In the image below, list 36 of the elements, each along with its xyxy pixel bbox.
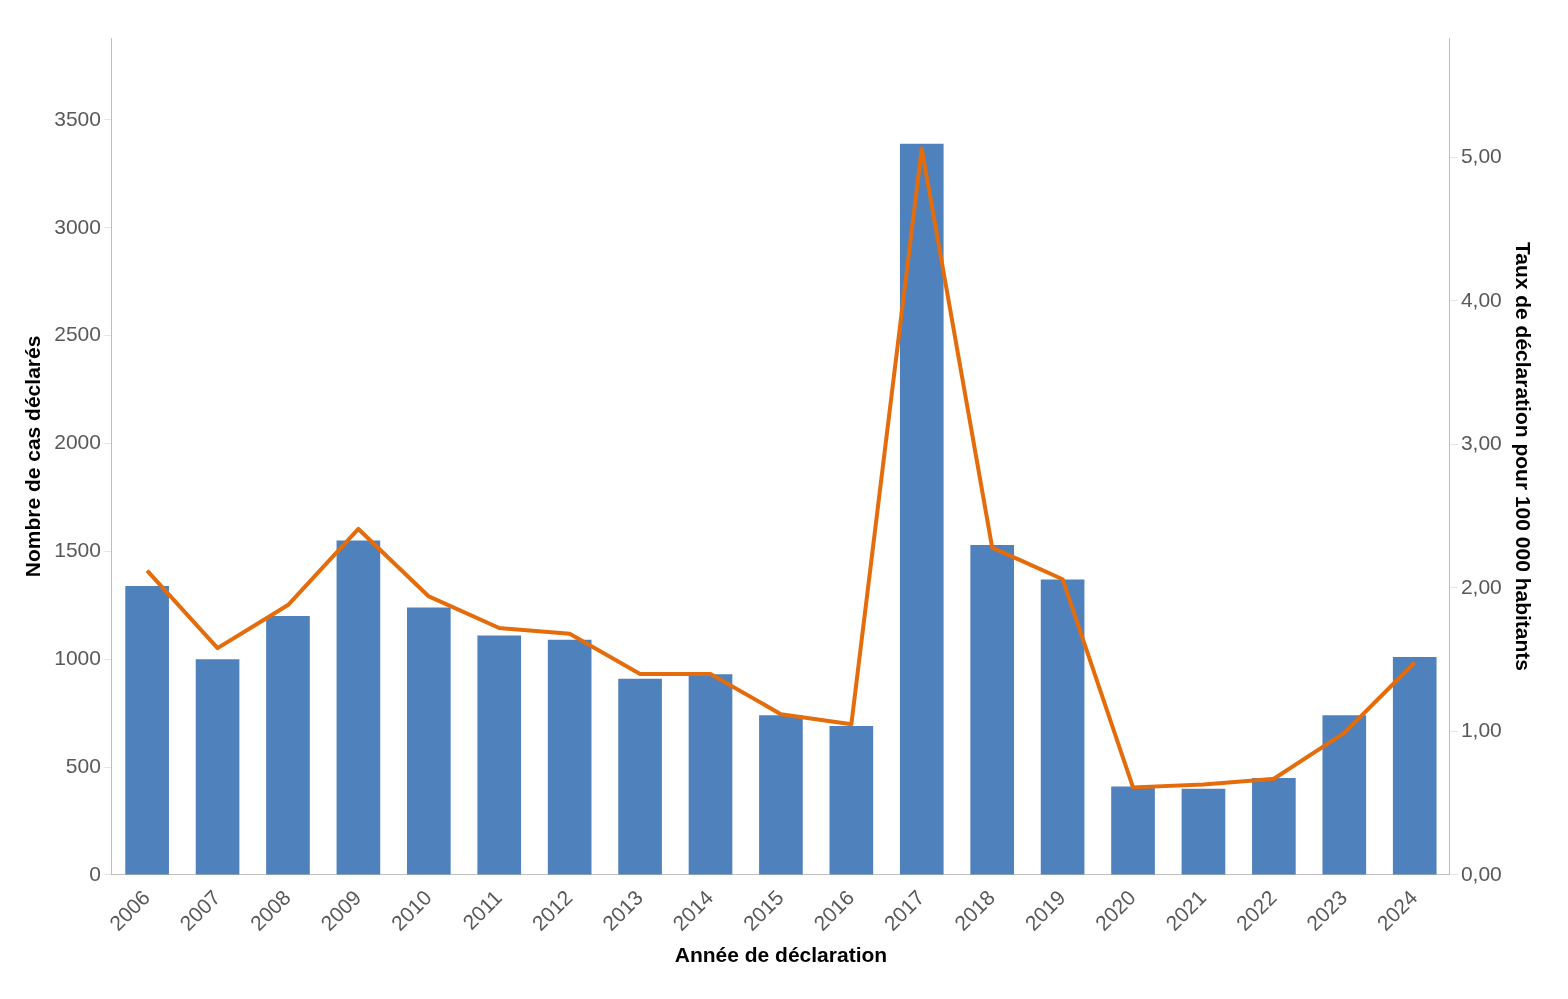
- bar: [266, 616, 310, 875]
- bar: [688, 674, 733, 875]
- bar: [899, 143, 944, 875]
- bar: [477, 635, 522, 875]
- y-tick-label: 3000: [54, 214, 101, 238]
- bar: [970, 544, 1015, 875]
- bar: [547, 639, 592, 875]
- x-axis-title: Année de déclaration: [674, 943, 888, 967]
- y-axis-title: Nombre de cas déclarés: [21, 335, 45, 578]
- bar: [195, 659, 240, 875]
- y-tick-label: 1000: [54, 646, 101, 670]
- y-tick-label: 2500: [54, 322, 101, 346]
- bar: [1252, 777, 1296, 875]
- y2-tick-label: 4,00: [1460, 287, 1502, 311]
- bar: [618, 678, 662, 875]
- bar: [829, 726, 874, 875]
- bar: [1322, 715, 1367, 875]
- bar: [1392, 657, 1437, 875]
- y-tick-label: 3500: [54, 106, 101, 130]
- bar: [336, 540, 381, 875]
- y-tick-label: 1500: [54, 538, 101, 562]
- bar: [1181, 788, 1226, 875]
- bar: [125, 585, 169, 875]
- y-tick-label: 0: [89, 861, 101, 885]
- y2-axis-title: Taux de déclaration pour 100 000 habitants: [1511, 241, 1535, 672]
- y2-tick-label: 3,00: [1460, 431, 1502, 455]
- y-tick-label: 2000: [54, 430, 101, 454]
- bar: [1111, 786, 1155, 875]
- bar: [759, 715, 803, 875]
- bar: [1040, 579, 1085, 875]
- y2-tick-label: 0,00: [1460, 861, 1502, 885]
- y2-tick-label: 5,00: [1460, 143, 1502, 167]
- y2-tick-label: 1,00: [1460, 718, 1502, 742]
- bar: [406, 607, 451, 875]
- y-tick-label: 500: [65, 753, 101, 777]
- y2-tick-label: 2,00: [1460, 574, 1502, 598]
